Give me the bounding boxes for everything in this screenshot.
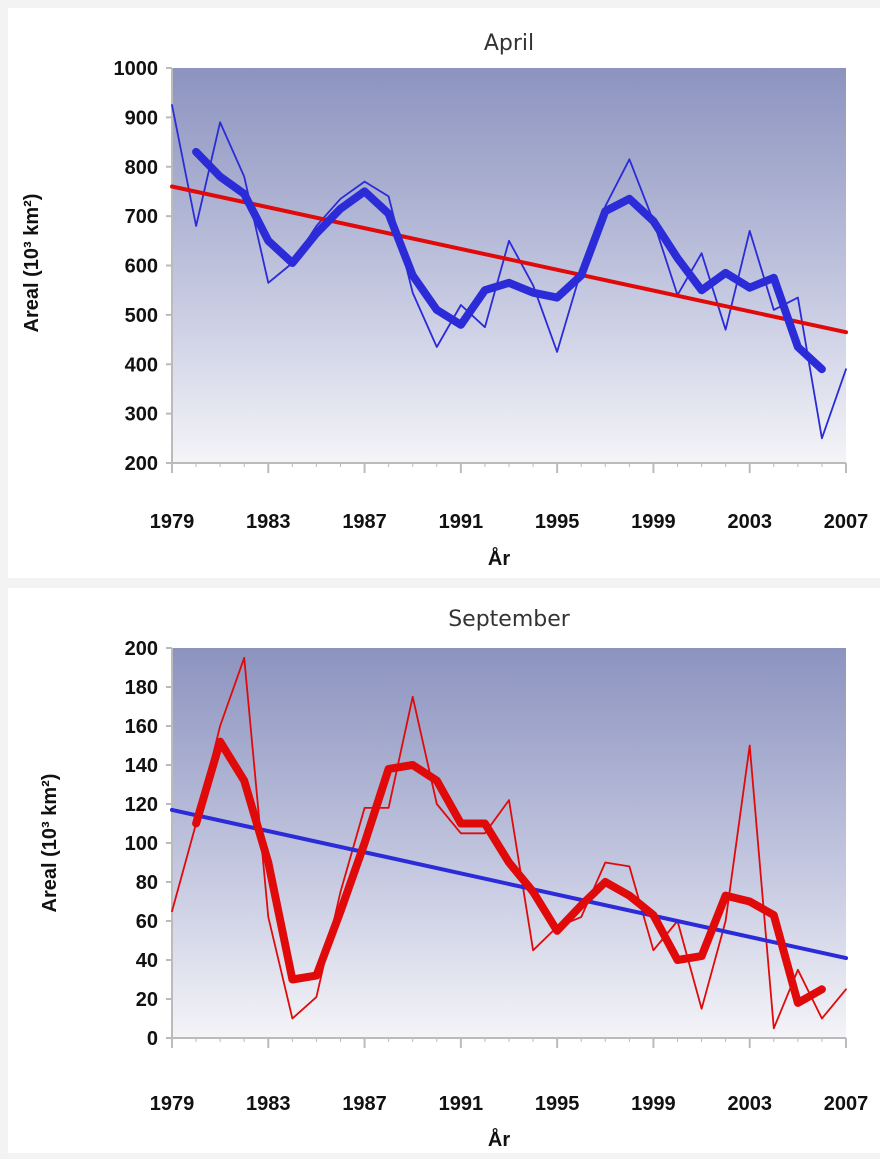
y-tick-label: 40: [136, 950, 158, 972]
y-tick-label: 400: [125, 354, 158, 376]
y-axis-label: Areal (10³ km²): [21, 194, 43, 333]
september-panel: September 0 20 40 60 80 100 120 140 160 180 200 1979…: [8, 588, 880, 1153]
plot-area: [172, 648, 846, 1038]
x-tick-label: 1995: [535, 1093, 580, 1115]
y-tick-label: 180: [125, 677, 158, 699]
x-tick-label: 1991: [439, 1093, 484, 1115]
y-tick-label: 300: [125, 404, 158, 426]
y-axis-label: Areal (10³ km²): [39, 774, 61, 913]
x-tick-label: 1999: [631, 511, 676, 533]
september-chart: September 0 20 40 60 80 100 120 140 160 180 200 1979…: [39, 607, 869, 1151]
x-tick-label: 1991: [439, 511, 484, 533]
y-tick-label: 200: [125, 453, 158, 475]
y-tick-label: 500: [125, 305, 158, 327]
april-panel: April 200 300 400 500 600 700 800 900 1000 1979 198…: [8, 8, 880, 578]
y-tick-label: 0: [147, 1028, 158, 1050]
y-tick-label: 160: [125, 716, 158, 738]
x-tick-label: 1979: [150, 511, 195, 533]
x-tick-label: 2003: [727, 511, 772, 533]
y-tick-label: 140: [125, 755, 158, 777]
y-tick-label: 1000: [114, 58, 159, 80]
series-line-trend: [170, 184, 848, 335]
y-tick-label: 200: [125, 638, 158, 660]
plot-area: [172, 68, 846, 463]
y-tick-label: 100: [125, 833, 158, 855]
x-tick-label: 2007: [824, 511, 869, 533]
x-tick-label: 1999: [631, 1093, 676, 1115]
series-line-smoothed: [192, 147, 826, 374]
y-tick-label: 900: [125, 107, 158, 129]
y-tick-label: 60: [136, 911, 158, 933]
x-axis-label: År: [488, 546, 510, 570]
y-tick-label: 20: [136, 989, 158, 1011]
y-tick-label: 700: [125, 206, 158, 228]
y-tick-label: 120: [125, 794, 158, 816]
y-tick-label: 600: [125, 256, 158, 278]
chart-title: April: [484, 31, 534, 56]
x-tick-label: 1987: [342, 1093, 387, 1115]
x-tick-label: 1983: [246, 511, 291, 533]
x-tick-label: 2003: [727, 1093, 772, 1115]
x-tick-label: 1983: [246, 1093, 291, 1115]
series-line-thin: [171, 104, 847, 440]
x-tick-label: 1995: [535, 511, 580, 533]
series-line-thin: [171, 656, 847, 1030]
x-axis-label: År: [488, 1127, 510, 1151]
chart-title: September: [448, 607, 571, 632]
x-tick-label: 1979: [150, 1093, 195, 1115]
series-line-trend: [170, 807, 848, 961]
x-tick-label: 2007: [824, 1093, 869, 1115]
y-tick-label: 80: [136, 872, 158, 894]
x-tick-label: 1987: [342, 511, 387, 533]
april-chart: April 200 300 400 500 600 700 800 900 1000 1979 198…: [21, 31, 869, 570]
series-line-smoothed: [192, 737, 826, 1007]
y-tick-label: 800: [125, 157, 158, 179]
